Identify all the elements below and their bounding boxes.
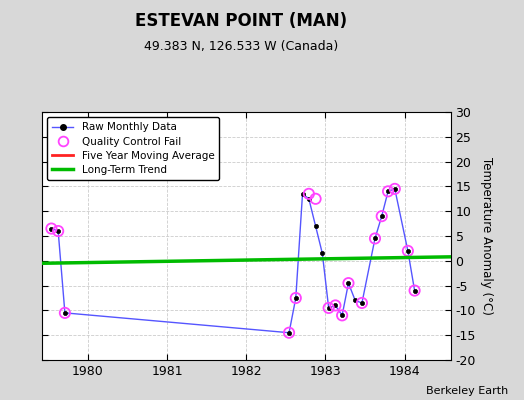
Point [410,287,419,294]
Legend: Raw Monthly Data, Quality Control Fail, Five Year Moving Average, Long-Term Tren: Raw Monthly Data, Quality Control Fail, … [47,117,220,180]
Point [358,300,366,306]
Point [47,225,56,232]
Point [291,295,300,301]
Text: Berkeley Earth: Berkeley Earth [426,386,508,396]
Point [311,196,320,202]
Text: ESTEVAN POINT (MAN): ESTEVAN POINT (MAN) [135,12,347,30]
Point [54,228,62,234]
Point [371,235,379,242]
Point [331,302,340,309]
Point [61,310,69,316]
Point [338,312,346,318]
Y-axis label: Temperature Anomaly (°C): Temperature Anomaly (°C) [479,157,493,315]
Text: 49.383 N, 126.533 W (Canada): 49.383 N, 126.533 W (Canada) [144,40,338,53]
Point [384,188,392,194]
Point [344,280,353,286]
Point [324,305,333,311]
Point [377,213,386,219]
Point [390,186,399,192]
Point [403,248,412,254]
Point [304,191,313,197]
Point [285,330,293,336]
